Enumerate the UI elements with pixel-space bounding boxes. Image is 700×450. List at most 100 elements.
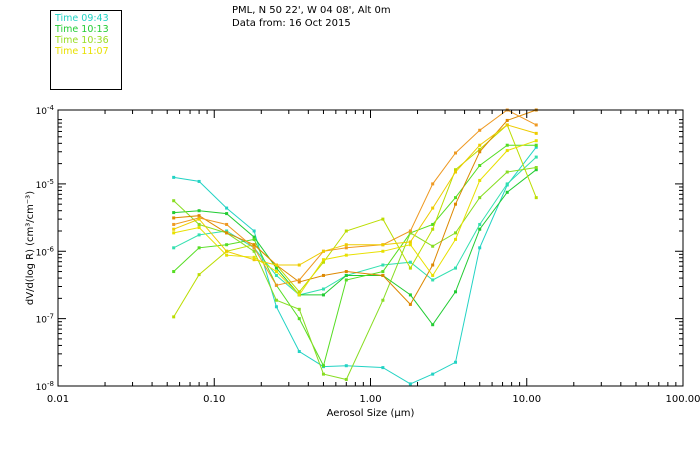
data-point <box>381 270 385 274</box>
data-point <box>321 258 325 262</box>
data-point <box>321 260 325 264</box>
data-point <box>252 246 256 250</box>
data-point <box>454 196 458 200</box>
data-point <box>408 240 412 244</box>
x-tick-label: 100.00 <box>666 394 700 405</box>
data-point <box>454 360 458 364</box>
data-point <box>478 150 482 154</box>
data-point <box>408 266 412 270</box>
data-point <box>197 273 201 277</box>
data-point <box>197 209 201 213</box>
data-point <box>408 293 412 297</box>
data-point <box>274 263 278 267</box>
data-point <box>454 237 458 241</box>
data-point <box>478 128 482 132</box>
data-point <box>321 249 325 253</box>
data-point <box>534 166 538 170</box>
data-point <box>505 190 509 194</box>
data-point <box>381 243 385 247</box>
data-point <box>297 280 301 284</box>
data-point <box>431 372 435 376</box>
data-point <box>197 226 201 230</box>
x-tick-label: 0.01 <box>47 394 69 405</box>
data-point <box>534 131 538 135</box>
data-point <box>381 249 385 253</box>
data-point <box>344 246 348 250</box>
data-point <box>381 263 385 267</box>
data-point <box>197 217 201 221</box>
data-point <box>297 290 301 294</box>
data-point <box>225 206 229 210</box>
y-tick-label: 10-8 <box>36 380 54 393</box>
data-point <box>274 273 278 277</box>
data-point <box>252 229 256 233</box>
data-point <box>505 118 509 122</box>
data-point <box>454 266 458 270</box>
data-point <box>225 212 229 216</box>
data-point <box>478 196 482 200</box>
data-point <box>197 233 201 237</box>
data-point <box>381 273 385 277</box>
data-point <box>505 149 509 153</box>
y-axis-label: dV/d(log R) (cm³/cm⁻³) <box>25 191 36 305</box>
data-point <box>505 123 509 127</box>
data-point <box>252 243 256 247</box>
data-point <box>431 278 435 282</box>
data-point <box>297 317 301 321</box>
data-point <box>454 231 458 235</box>
data-point <box>431 182 435 186</box>
data-point <box>225 222 229 226</box>
data-point <box>344 229 348 233</box>
data-point <box>172 246 176 250</box>
data-point <box>454 151 458 155</box>
data-point <box>478 246 482 250</box>
data-point <box>172 270 176 274</box>
data-point <box>505 182 509 186</box>
data-point <box>431 244 435 248</box>
data-point <box>321 273 325 277</box>
data-point <box>381 298 385 302</box>
y-tick-label: 10-6 <box>36 245 55 258</box>
data-point <box>225 243 229 247</box>
data-point <box>321 372 325 376</box>
data-point <box>344 243 348 247</box>
data-point <box>225 253 229 257</box>
series-layer <box>172 108 538 386</box>
y-tick-label: 10-7 <box>36 313 54 326</box>
location-title: PML, N 50 22', W 04 08', Alt 0m <box>232 5 391 16</box>
data-point <box>534 139 538 143</box>
data-point <box>454 170 458 174</box>
data-point <box>297 293 301 297</box>
plot-area <box>57 109 684 387</box>
data-point <box>274 298 278 302</box>
x-tick-label: 0.10 <box>203 394 225 405</box>
data-point <box>431 273 435 277</box>
legend-entry-2: Time 10:13 <box>55 24 109 35</box>
x-axis-label: Aerosol Size (μm) <box>327 408 415 419</box>
data-point <box>478 143 482 147</box>
data-point <box>381 217 385 221</box>
data-point <box>344 278 348 282</box>
data-point <box>408 243 412 247</box>
data-point <box>297 278 301 282</box>
data-point <box>225 231 229 235</box>
series-line-8 <box>173 109 537 286</box>
date-subtitle: Data from: 16 Oct 2015 <box>232 18 351 29</box>
data-point <box>478 178 482 182</box>
data-point <box>431 227 435 231</box>
y-tick-label: 10-4 <box>36 104 55 117</box>
legend-entry-3: Time 10:36 <box>55 35 109 46</box>
data-point <box>252 249 256 253</box>
legend-entry-4: Time 11:07 <box>55 46 109 57</box>
data-point <box>321 364 325 368</box>
data-point <box>534 123 538 127</box>
data-point <box>197 214 201 218</box>
data-point <box>431 206 435 210</box>
data-point <box>225 249 229 253</box>
data-point <box>454 202 458 206</box>
legend: Time 09:43 Time 10:13 Time 10:36 Time 11… <box>50 10 122 90</box>
data-point <box>408 302 412 306</box>
data-point <box>408 229 412 233</box>
data-point <box>172 315 176 319</box>
